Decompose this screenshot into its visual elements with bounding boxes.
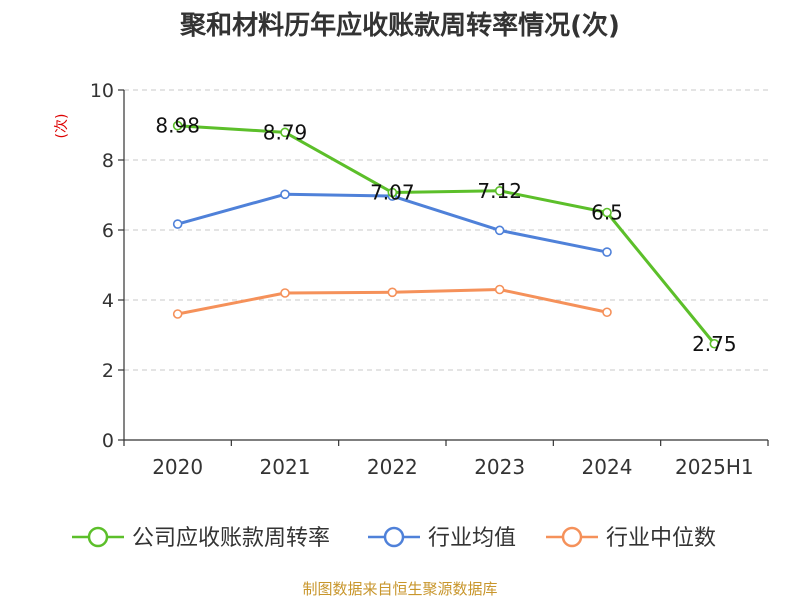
chart-title: 聚和材料历年应收账款周转率情况(次)	[179, 10, 620, 41]
data-label: 8.79	[263, 120, 308, 144]
legend-label: 行业均值	[428, 526, 516, 551]
legend-swatch-marker	[383, 526, 405, 548]
x-tick-label: 2020	[152, 455, 203, 479]
data-point	[387, 187, 398, 198]
series-0	[172, 120, 720, 349]
y-tick-label: 10	[90, 80, 114, 102]
y-tick-label: 6	[102, 220, 114, 242]
axes: 0 2 4 6 8 10 2020 2021 2022 2023 2024 2025H1	[90, 80, 769, 479]
data-point	[602, 207, 612, 218]
data-point	[280, 288, 290, 298]
grid-lines	[124, 89, 768, 371]
x-tick-label: 2023	[474, 455, 525, 479]
data-point	[494, 225, 505, 236]
data-point	[387, 287, 398, 298]
data-point	[602, 247, 612, 257]
legend-swatch-marker	[561, 526, 583, 548]
legend-item-1[interactable]: 行业均值	[368, 526, 516, 551]
y-tick-label: 4	[102, 290, 114, 312]
data-point	[494, 284, 505, 295]
y-tick-label: 8	[102, 150, 114, 172]
legend-swatch-marker	[87, 526, 109, 548]
data-source-note: 制图数据来自恒生聚源数据库	[302, 580, 497, 598]
data-point	[280, 127, 290, 138]
x-tick-label: 2025H1	[675, 455, 754, 479]
data-point	[709, 338, 720, 349]
series-lines	[172, 120, 720, 349]
x-tick-label: 2021	[260, 455, 311, 479]
y-axis-label: (次)	[54, 114, 70, 139]
legend-label: 行业中位数	[606, 526, 716, 551]
y-tick-label: 2	[102, 360, 114, 382]
series-line	[177, 124, 716, 345]
legend-item-2[interactable]: 行业中位数	[546, 526, 716, 551]
data-label: 7.07	[370, 181, 415, 205]
data-point	[602, 307, 612, 318]
legend-item-0[interactable]: 公司应收账款周转率	[72, 526, 330, 551]
data-point	[172, 120, 183, 131]
data-point	[494, 186, 505, 196]
data-point	[172, 219, 183, 229]
legend[interactable]: 公司应收账款周转率 行业均值 行业中位数	[72, 526, 716, 551]
data-label: 2.75	[692, 332, 737, 356]
data-label: 6.5	[591, 201, 623, 225]
series-2	[172, 284, 612, 319]
x-tick-label: 2024	[582, 455, 633, 479]
data-label: 8.98	[155, 114, 200, 138]
legend-label: 公司应收账款周转率	[132, 526, 330, 551]
data-labels: 8.98 8.79 7.07 7.12 6.5 2.75	[155, 114, 736, 356]
x-tick-label: 2022	[367, 455, 418, 479]
data-label: 7.12	[477, 179, 522, 203]
data-point	[172, 309, 183, 319]
y-tick-label: 0	[102, 430, 114, 452]
data-point	[280, 189, 290, 200]
